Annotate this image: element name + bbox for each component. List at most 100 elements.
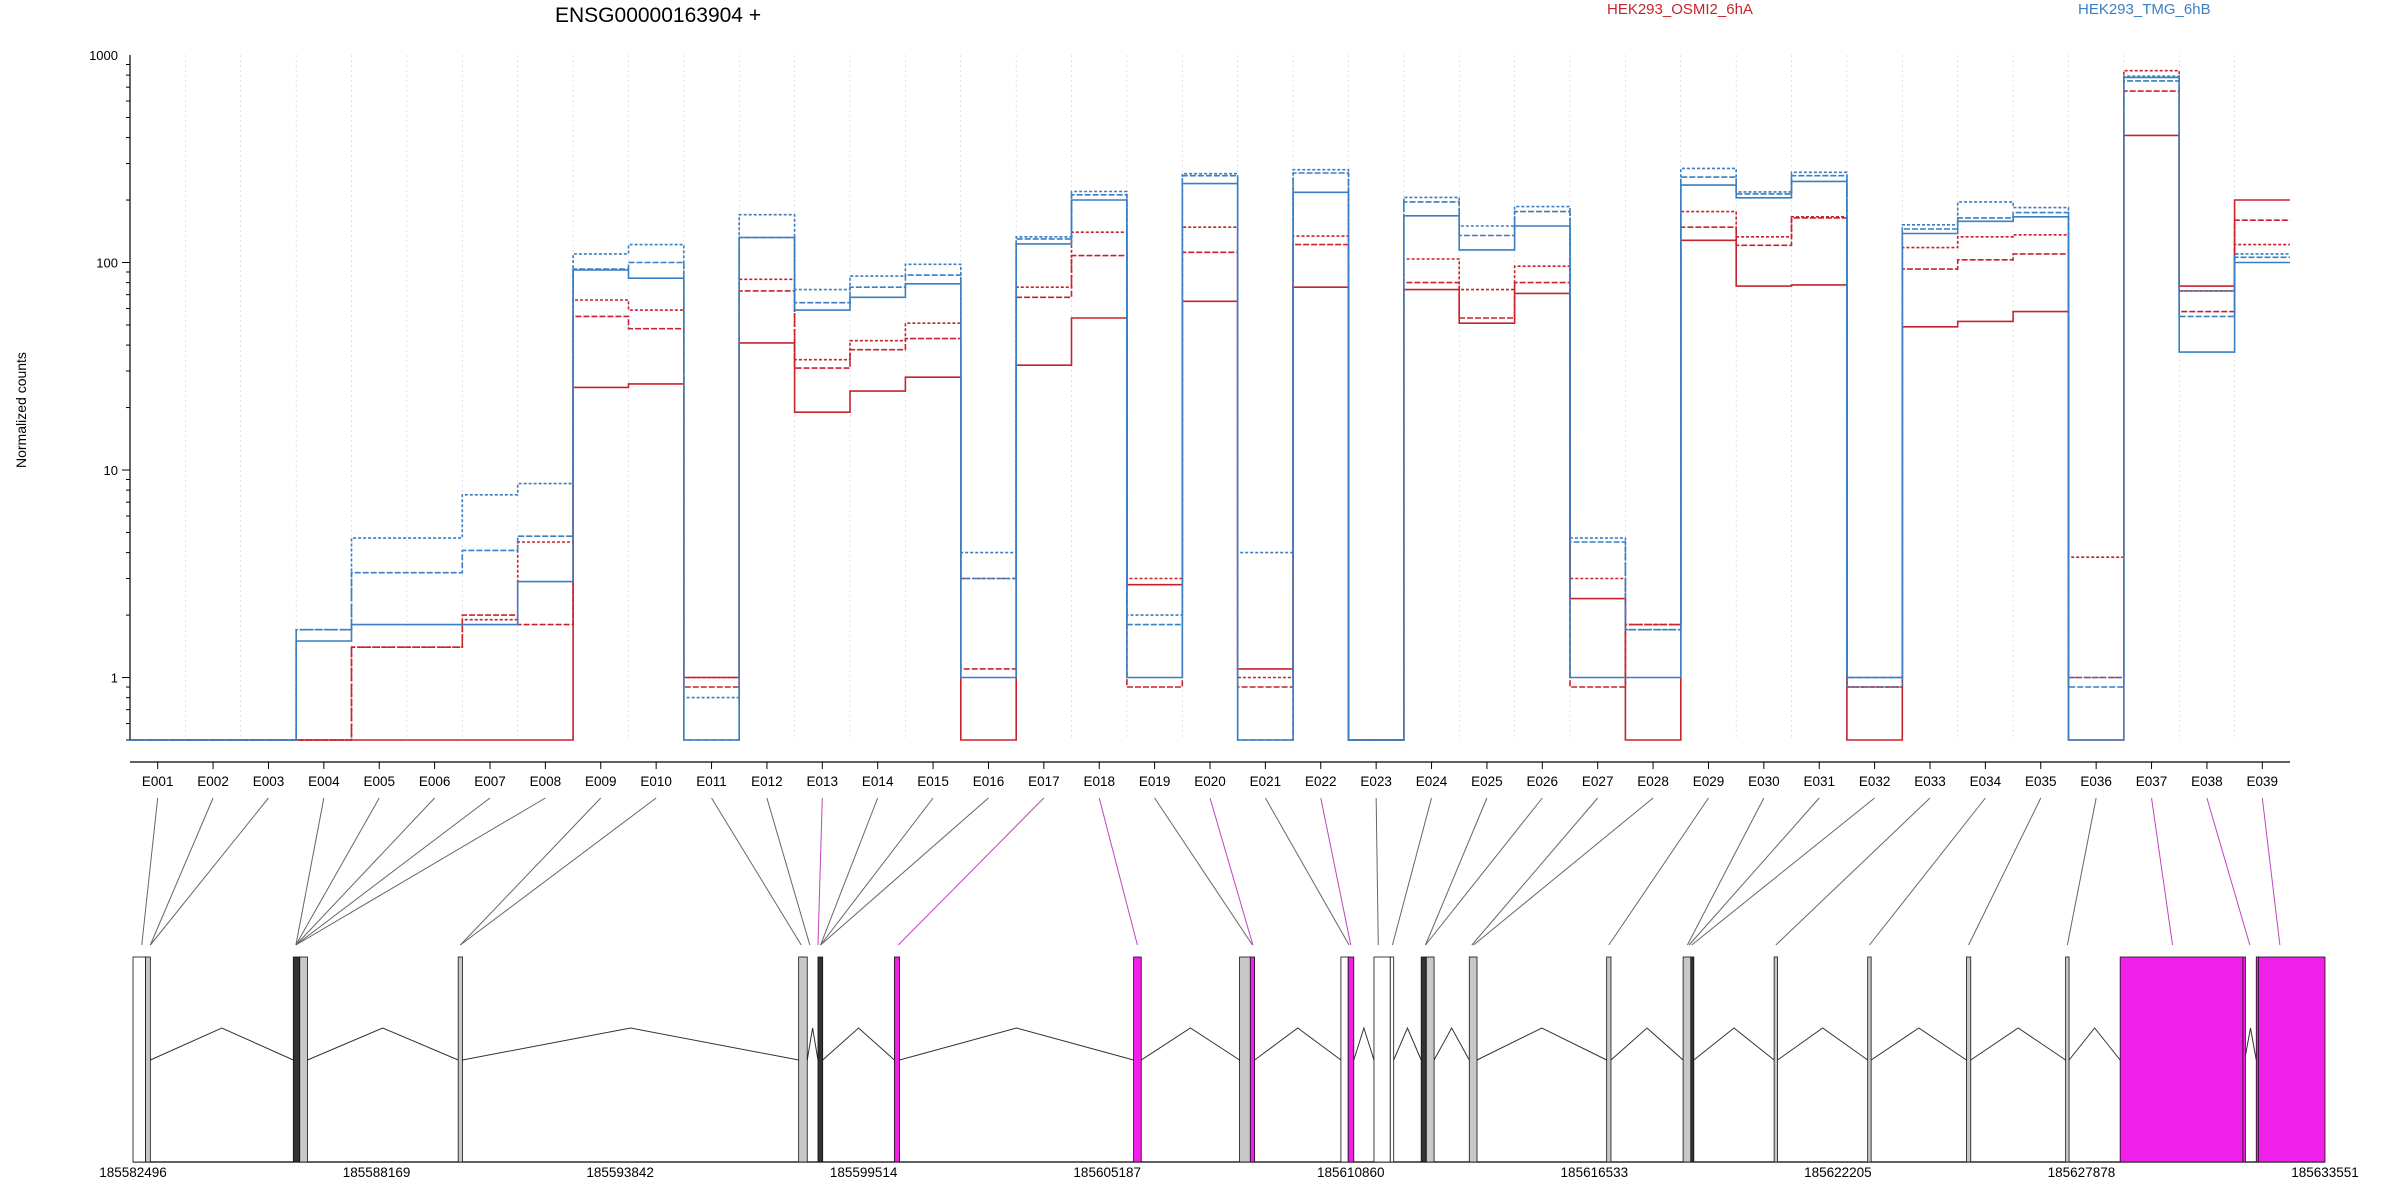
bin-connector-e036	[2066, 797, 2097, 946]
intron	[150, 1027, 294, 1061]
bin-connector-e035	[1968, 797, 2042, 946]
bin-connector-e022	[1320, 797, 1352, 946]
exon-block	[1425, 956, 1435, 1163]
bin-label-e011: E011	[696, 774, 727, 789]
intron	[1433, 1026, 1470, 1061]
exon-block	[893, 956, 900, 1163]
y-tick-label: 1000	[89, 48, 118, 63]
intron	[1777, 1027, 1868, 1061]
exon-block	[1682, 956, 1692, 1163]
genome-coordinate-label: 185593842	[586, 1165, 654, 1180]
bin-label-e002: E002	[197, 774, 229, 789]
bin-connector-e013	[817, 797, 823, 946]
bin-connector-e005	[295, 797, 380, 946]
exon-block	[1133, 956, 1142, 1163]
bin-connector-e011	[711, 797, 802, 946]
bin-connector-e033	[1775, 797, 1931, 946]
intron	[1693, 1027, 1775, 1061]
bin-connector-e016	[820, 797, 989, 946]
bin-connector-e039	[2261, 797, 2281, 946]
series-line-6	[130, 75, 2290, 741]
intron	[1393, 1026, 1422, 1061]
bin-label-e014: E014	[862, 774, 894, 789]
genome-coordinate-label: 185588169	[343, 1165, 411, 1180]
bin-label-e030: E030	[1748, 774, 1780, 789]
intron	[462, 1027, 799, 1061]
intron	[2068, 1027, 2121, 1061]
intron	[822, 1027, 895, 1061]
bin-label-e021: E021	[1250, 774, 1282, 789]
genome-coordinate-label: 185605187	[1073, 1165, 1141, 1180]
genome-coordinate-label: 185622205	[1804, 1165, 1872, 1180]
genome-coordinate-label: 185616533	[1561, 1165, 1629, 1180]
series-line-4	[130, 76, 2290, 741]
bin-label-e020: E020	[1194, 774, 1226, 789]
bin-connector-e023	[1375, 797, 1379, 946]
exon-block	[132, 956, 147, 1163]
bin-label-e015: E015	[917, 774, 949, 789]
bin-label-e031: E031	[1803, 774, 1835, 789]
intron	[1870, 1027, 1967, 1061]
bin-connector-e018	[1098, 797, 1138, 946]
bin-label-e022: E022	[1305, 774, 1337, 789]
bin-label-e036: E036	[2080, 774, 2112, 789]
bin-label-e037: E037	[2136, 774, 2168, 789]
bin-label-e019: E019	[1139, 774, 1171, 789]
exon-block	[1867, 956, 1872, 1163]
genome-coordinate-label: 185633551	[2291, 1165, 2359, 1180]
exon-block	[817, 956, 824, 1163]
bin-connector-e025	[1425, 797, 1488, 946]
series-line-3	[130, 69, 2290, 741]
exon-block	[2065, 956, 2070, 1163]
bin-label-e009: E009	[585, 774, 617, 789]
bin-connector-e002	[149, 797, 214, 946]
exon-block	[1420, 956, 1427, 1163]
exon-block	[1239, 956, 1251, 1163]
exon-block	[1373, 956, 1391, 1163]
exon-block	[1249, 956, 1256, 1163]
exon-block	[1690, 956, 1695, 1163]
bin-label-e023: E023	[1360, 774, 1392, 789]
bin-label-e026: E026	[1527, 774, 1559, 789]
bin-connector-e001	[141, 797, 159, 946]
bin-connector-e037	[2151, 797, 2174, 946]
bin-label-e006: E006	[419, 774, 451, 789]
bin-label-e013: E013	[807, 774, 839, 789]
bin-connector-e030	[1686, 797, 1765, 946]
intron	[1476, 1027, 1607, 1061]
bin-label-e016: E016	[973, 774, 1005, 789]
bin-connector-e034	[1869, 797, 1986, 946]
chart-title: ENSG00000163904 +	[555, 4, 761, 27]
exon-block	[2242, 956, 2246, 1163]
bin-label-e003: E003	[253, 774, 285, 789]
y-axis-label: Normalized counts	[13, 352, 29, 468]
bin-connector-e009	[459, 797, 602, 946]
bin-label-e018: E018	[1083, 774, 1115, 789]
exon-block	[798, 956, 808, 1163]
bin-connector-e024	[1391, 797, 1433, 946]
bin-connector-e012	[766, 797, 811, 946]
bin-label-e005: E005	[363, 774, 395, 789]
intron	[2244, 1027, 2257, 1061]
bin-connectors	[141, 797, 2281, 946]
series-line-2	[130, 90, 2290, 741]
bin-connector-e038	[2206, 797, 2251, 946]
genome-coordinate-label: 185627878	[2048, 1165, 2116, 1180]
intron	[1254, 1027, 1342, 1061]
intron	[1140, 1027, 1240, 1061]
bin-separators	[185, 55, 2235, 740]
bin-connector-e003	[149, 797, 269, 946]
bin-label-e038: E038	[2191, 774, 2223, 789]
bin-connector-e020	[1209, 797, 1254, 946]
bin-connector-e021	[1264, 797, 1350, 946]
exon-block	[1389, 956, 1395, 1163]
exon-block	[1773, 956, 1778, 1163]
exon-block	[2119, 956, 2244, 1163]
exon-block	[1966, 956, 1972, 1163]
bin-label-e017: E017	[1028, 774, 1060, 789]
bin-connector-e007	[295, 797, 491, 946]
intron	[1970, 1027, 2066, 1061]
exon-block	[457, 956, 463, 1163]
bin-label-e004: E004	[308, 774, 340, 789]
bin-label-e035: E035	[2025, 774, 2057, 789]
